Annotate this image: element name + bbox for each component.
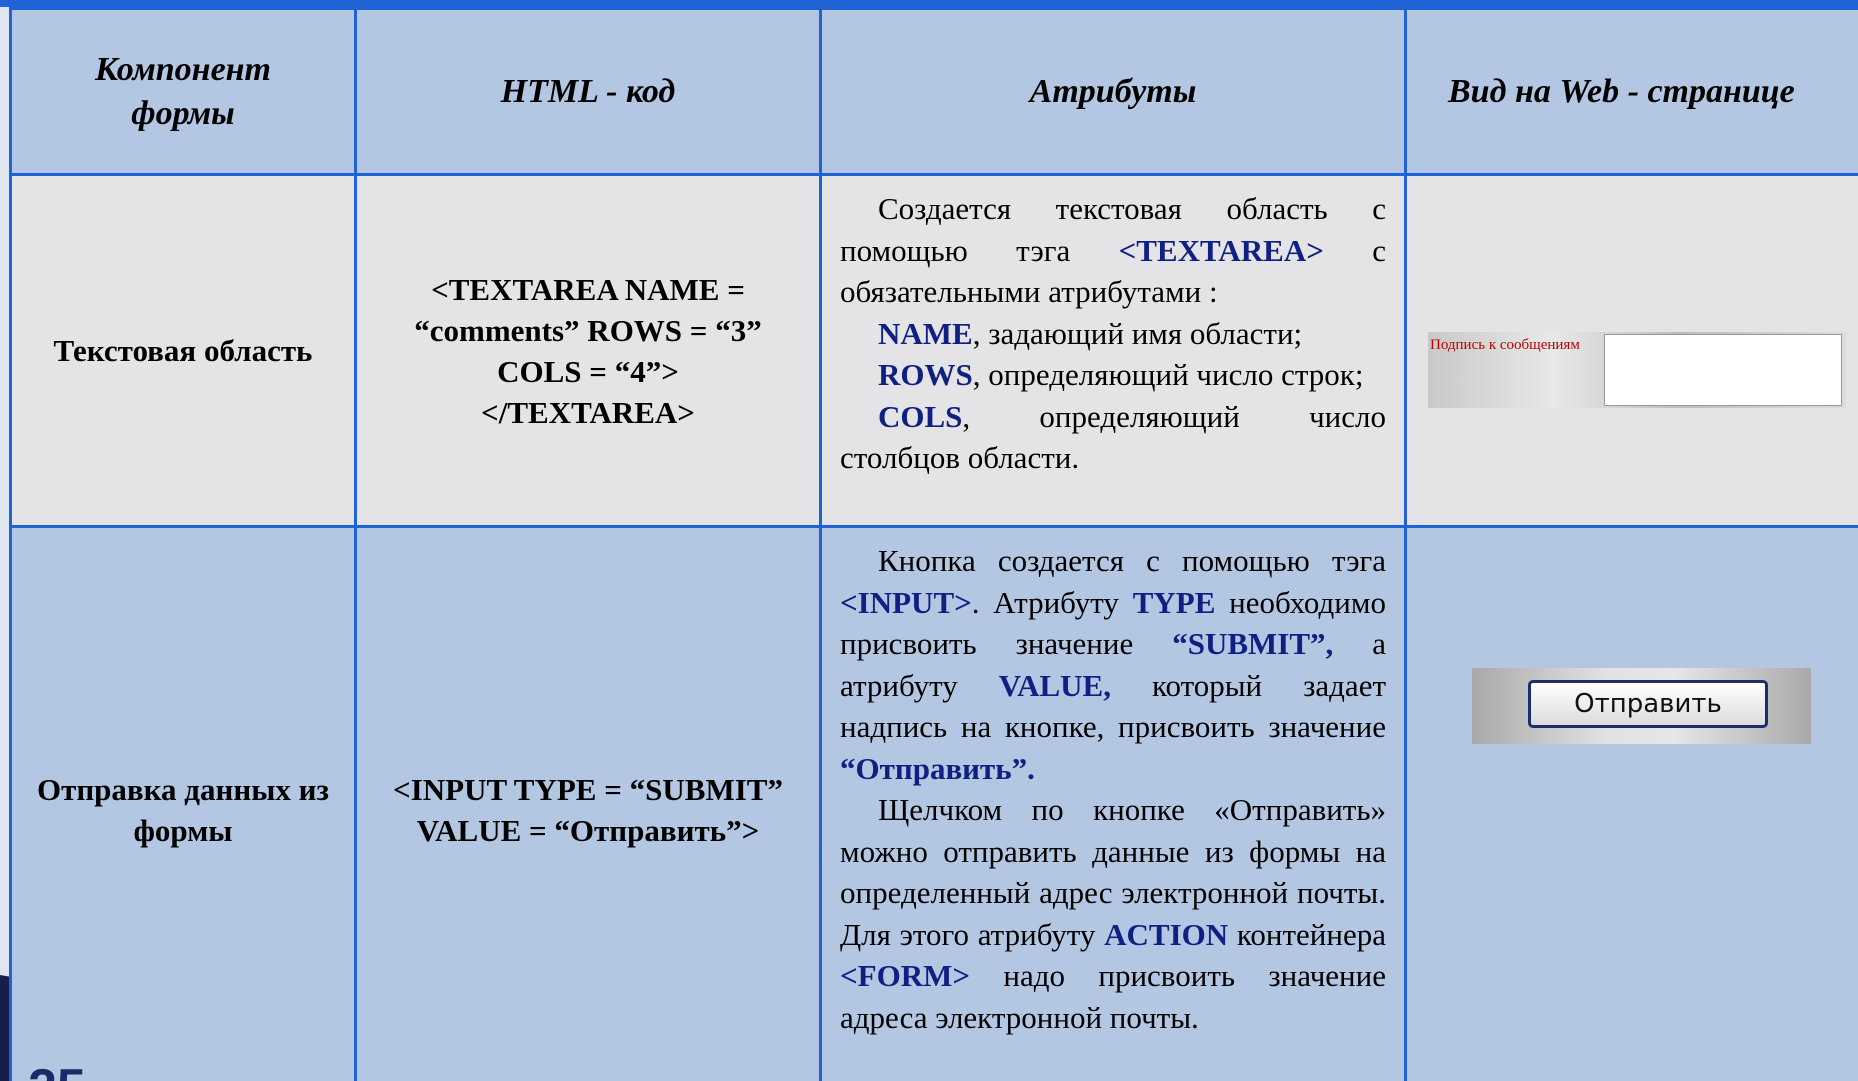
textarea-label: Подпись к сообщениям bbox=[1430, 337, 1580, 353]
header-cell: Атрибуты bbox=[819, 7, 1407, 176]
text: Кнопка создается с помощью тэга bbox=[878, 543, 1386, 578]
text: который задает надпись на кнопке, присво… bbox=[840, 667, 1386, 745]
attributes-cell: Создается текстовая область с помощью тэ… bbox=[819, 173, 1407, 528]
text: . Атрибуту bbox=[971, 584, 1133, 620]
text: с обязательными атрибутами : bbox=[840, 232, 1386, 310]
text: , определяющий число строк; bbox=[972, 357, 1364, 392]
component-name: Текстовая область bbox=[53, 333, 313, 368]
paragraph: Создается текстовая область с помощью тэ… bbox=[840, 188, 1386, 313]
text: надо присвоить значение адреса электронн… bbox=[840, 958, 1386, 1035]
header-text: HTML - код bbox=[500, 72, 676, 110]
text: Создается текстовая область с помощью тэ… bbox=[840, 191, 1386, 268]
header-text: Атрибуты bbox=[1029, 72, 1197, 110]
header-cell: HTML - код bbox=[354, 7, 822, 176]
textarea-preview: Подпись к сообщениям bbox=[1428, 332, 1846, 408]
code-text: <TEXTAREA NAME = “comments” ROWS = “3” C… bbox=[414, 271, 762, 430]
keyword: “SUBMIT”, bbox=[1172, 626, 1334, 661]
text: , задающий имя области; bbox=[972, 315, 1303, 351]
textarea-box bbox=[1604, 334, 1842, 406]
paragraph: Кнопка создается с помощью тэга <INPUT>.… bbox=[840, 540, 1386, 789]
keyword: NAME bbox=[878, 315, 973, 351]
keyword: <TEXTAREA> bbox=[1118, 232, 1324, 268]
paragraph: ROWS, определяющий число строк; bbox=[840, 354, 1386, 396]
keyword: <FORM> bbox=[840, 958, 971, 993]
component-name: Отправка данных из формы bbox=[36, 772, 329, 848]
keyword: <INPUT> bbox=[840, 584, 972, 620]
code-cell: <TEXTAREA NAME = “comments” ROWS = “3” C… bbox=[354, 173, 822, 528]
keyword: “Отправить”. bbox=[840, 750, 1035, 786]
paragraph: Щелчком по кнопке «Отправить» можно отпр… bbox=[840, 789, 1386, 1038]
keyword: ACTION bbox=[1104, 916, 1229, 952]
text: , определяющий число столбцов области. bbox=[840, 398, 1386, 476]
top-border bbox=[0, 0, 1858, 7]
keyword: COLS bbox=[878, 398, 963, 434]
text: Щелчком по кнопке «Отправить» можно отпр… bbox=[840, 792, 1386, 952]
header-text: Вид на Web - странице bbox=[1448, 72, 1795, 110]
preview-cell bbox=[1404, 525, 1858, 1081]
text: необходимо присвоить значение bbox=[840, 584, 1386, 662]
component-cell: Текстовая область bbox=[9, 173, 357, 528]
component-cell: Отправка данных из формы bbox=[9, 525, 357, 1081]
text: а атрибуту bbox=[840, 626, 1386, 703]
code-text: <INPUT TYPE = “SUBMIT” VALUE = “Отправит… bbox=[393, 772, 783, 848]
attributes-cell: Кнопка создается с помощью тэга <INPUT>.… bbox=[819, 525, 1407, 1081]
slide-number: 25 bbox=[28, 1058, 86, 1081]
submit-button: Отправить bbox=[1528, 680, 1768, 728]
code-cell: <INPUT TYPE = “SUBMIT” VALUE = “Отправит… bbox=[354, 525, 822, 1081]
keyword: VALUE, bbox=[998, 667, 1111, 703]
text: контейнера bbox=[1228, 916, 1386, 952]
header-text: Компонент формы bbox=[95, 50, 271, 132]
button-preview: Отправить bbox=[1472, 668, 1811, 744]
paragraph: NAME, задающий имя области; bbox=[840, 313, 1386, 355]
keyword: ROWS bbox=[878, 357, 973, 392]
keyword: TYPE bbox=[1132, 584, 1216, 620]
paragraph: COLS, определяющий число столбцов област… bbox=[840, 396, 1386, 479]
header-cell: Компонент формы bbox=[9, 7, 357, 176]
header-cell: Вид на Web - странице bbox=[1404, 7, 1858, 176]
